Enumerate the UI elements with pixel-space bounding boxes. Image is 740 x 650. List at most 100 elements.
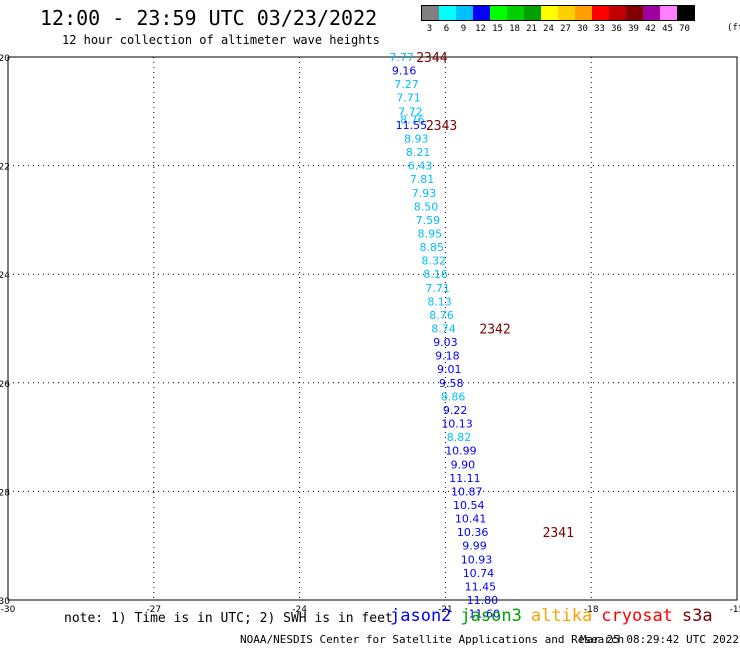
wave-height-point: 10.36 [457,526,489,539]
color-swatch [422,6,439,20]
color-scale-label: 42 [645,24,656,34]
color-scale-label: 36 [611,24,622,34]
wave-height-point: 10.99 [445,445,477,458]
y-tick-label: -30 [0,597,10,607]
wave-height-point: 9.90 [451,458,476,471]
wave-height-point: 9.99 [462,540,487,553]
wave-height-point: 11.55 [396,119,428,132]
wave-height-point: 10.41 [455,513,487,526]
wave-height-point: 11.60 [469,608,501,621]
wave-height-point: 11.11 [449,472,481,485]
color-scale-label: 21 [526,24,537,34]
wave-height-point: 8.82 [447,431,472,444]
wave-height-point: 11.45 [465,580,497,593]
color-scale-swatches [421,5,695,21]
chart-subtitle: 12 hour collection of altimeter wave hei… [62,33,380,47]
pass-time-label: 2341 [543,526,574,541]
wave-height-point: 8.74 [431,323,456,336]
wave-height-point: 9.58 [439,377,464,390]
x-tick-label: -30 [1,605,16,615]
color-swatch [558,6,575,20]
color-scale-label: 12 [475,24,486,34]
color-swatch [541,6,558,20]
wave-height-point: 8.76 [400,113,425,126]
color-scale-label: 24 [543,24,554,34]
legend-item-jason2: jason2 [390,606,452,626]
color-swatch [660,6,677,20]
x-tick-label: -27 [146,605,161,615]
wave-height-point: 8.85 [420,241,445,254]
wave-height-point: 10.13 [441,418,473,431]
wave-height-point: 8.13 [427,295,452,308]
color-scale-label: 3 [426,24,433,34]
wave-height-point: 10.54 [453,499,485,512]
color-swatch [592,6,609,20]
pass-time-label: 2344 [416,51,447,66]
y-tick-label: -24 [0,271,10,281]
wave-height-point: 9.22 [443,404,468,417]
wave-height-point: 8.32 [421,255,446,268]
color-swatch [609,6,626,20]
color-scale-label: 39 [628,24,639,34]
legend-item-jason3: jason3 [460,606,522,626]
color-swatch [677,6,694,20]
satellite-legend: jason2 jason3 altika cryosat s3a [390,606,722,626]
color-swatch [626,6,643,20]
color-scale-label: 9 [460,24,467,34]
color-swatch [439,6,456,20]
wave-height-point: 8.76 [429,309,454,322]
x-tick-label: -24 [292,605,307,615]
wave-height-point: 8.86 [441,390,466,403]
x-tick-label: -18 [584,605,599,615]
wave-height-point: 7.93 [412,187,437,200]
color-scale-label: 6 [443,24,450,34]
wave-height-point: 8.21 [406,146,431,159]
wave-height-point: 7.71 [396,92,421,105]
wave-height-point: 9.18 [435,350,460,363]
legend-item-cryosat: cryosat [601,606,673,626]
x-tick-label: -21 [438,605,453,615]
color-scale-label: 45 [662,24,673,34]
wave-height-point: 11.80 [467,594,499,607]
pass-time-label: 2343 [426,119,457,134]
color-scale-label: 30 [577,24,588,34]
color-swatch [524,6,541,20]
color-scale-label: 18 [509,24,520,34]
color-scale-label: 15 [492,24,503,34]
wave-height-point: 10.87 [451,485,483,498]
chart-title: 12:00 - 23:59 UTC 03/23/2022 [40,6,378,30]
y-tick-label: -20 [0,54,10,64]
footer-timestamp: Mar 25 08:29:42 UTC 2022 [580,633,739,646]
color-scale-label: 27 [560,24,571,34]
wave-height-point: 8.16 [423,268,448,281]
color-scale-label: 70 [679,24,690,34]
footer-note: note: 1) Time is in UTC; 2) SWH is in fe… [64,611,393,626]
color-scale-label: 33 [594,24,605,34]
plot-frame [7,56,738,601]
legend-item-s3a: s3a [681,606,713,626]
wave-height-point: 9.03 [433,336,458,349]
x-tick-label: -15 [730,605,740,615]
footer-credit: NOAA/NESDIS Center for Satellite Applica… [240,633,625,646]
wave-height-point: 7.77 [389,51,414,64]
wave-height-point: 8.95 [418,227,443,240]
y-tick-label: -28 [0,488,10,498]
wave-height-point: 9.01 [437,363,462,376]
legend-item-altika: altika [530,606,593,626]
color-scale-labels: 3 6 9 12 15 18 21 24 27 30 33 36 39 42 45 70 [421,24,695,34]
color-swatch [643,6,660,20]
wave-height-point: 8.93 [404,132,429,145]
wave-height-point: 7.81 [410,173,435,186]
color-swatch [507,6,524,20]
color-scale-unit: (ft) [727,23,740,33]
color-swatch [456,6,473,20]
wave-height-point: 7.71 [425,282,450,295]
y-tick-label: -26 [0,380,10,390]
color-swatch [490,6,507,20]
wave-height-point: 9.16 [392,65,417,78]
wave-height-point: 6.43 [408,160,433,173]
color-swatch [575,6,592,20]
wave-height-point: 7.27 [394,78,419,91]
